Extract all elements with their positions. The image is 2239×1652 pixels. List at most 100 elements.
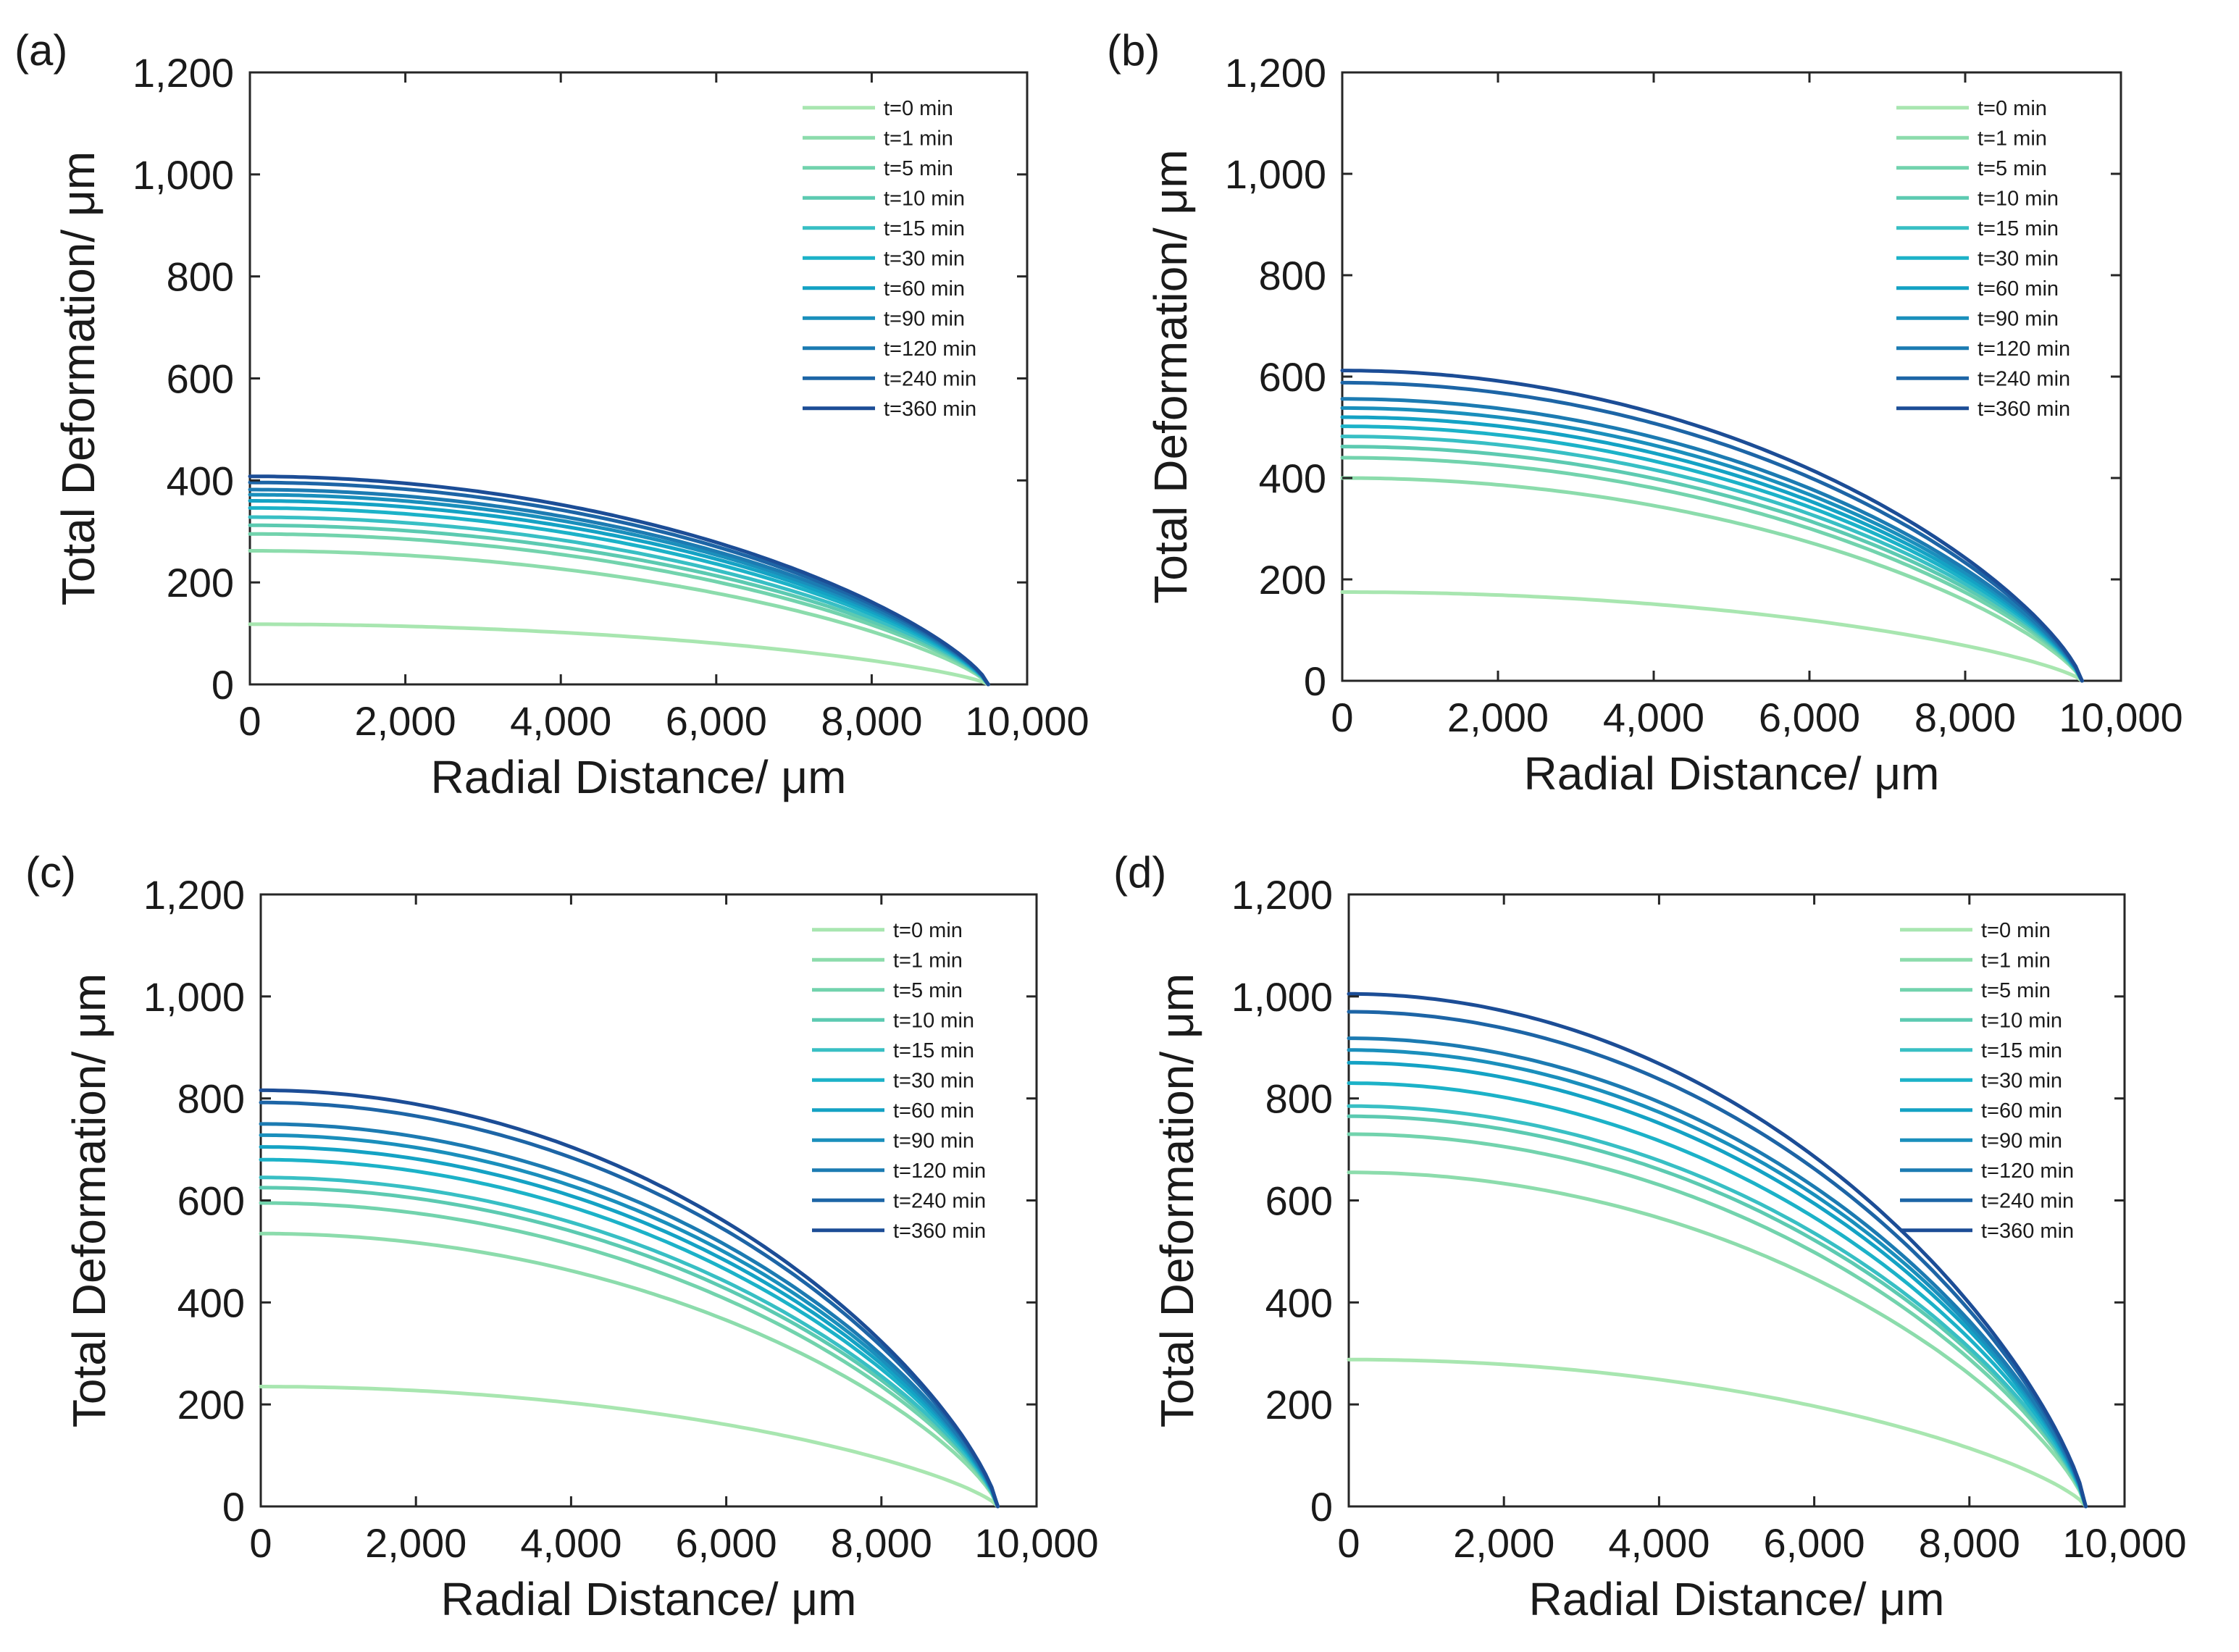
y-axis-label: Total Deformation/ μm bbox=[63, 973, 115, 1427]
legend-entry: t=10 min bbox=[1978, 187, 2059, 210]
y-tick-label: 400 bbox=[1265, 1280, 1333, 1325]
x-tick-label: 10,000 bbox=[974, 1520, 1098, 1566]
panel-c: 0 2,000 4,000 6,000 8,000 10,000 0 200 400 600 800… bbox=[25, 848, 1099, 1625]
x-tick-label: 10,000 bbox=[2059, 695, 2182, 740]
x-tick-label: 0 bbox=[1337, 1520, 1360, 1566]
series-line-4 bbox=[1347, 1104, 2088, 1509]
series-group bbox=[248, 474, 990, 687]
y-tick-label: 400 bbox=[1259, 456, 1326, 501]
series-line-9 bbox=[1340, 380, 2084, 683]
series-line-3 bbox=[259, 1186, 1000, 1509]
x-tick-label: 8,000 bbox=[1914, 695, 2016, 740]
series-line-7 bbox=[259, 1133, 1000, 1509]
series-line-9 bbox=[1347, 1010, 2088, 1509]
y-tick-label: 200 bbox=[167, 560, 234, 605]
series-line-7 bbox=[1340, 406, 2084, 683]
y-tick-label: 600 bbox=[177, 1178, 245, 1224]
y-tick-label: 600 bbox=[1265, 1178, 1333, 1224]
panel-b: 0 2,000 4,000 6,000 8,000 10,000 0 200 400 600 800… bbox=[1107, 26, 2183, 800]
series-line-5 bbox=[259, 1157, 1000, 1509]
y-tick-label: 1,200 bbox=[1225, 50, 1326, 96]
legend-entry: t=1 min bbox=[884, 127, 953, 150]
series-line-6 bbox=[259, 1145, 1000, 1509]
series-line-3 bbox=[1347, 1114, 2088, 1509]
series-line-10 bbox=[1347, 991, 2088, 1509]
legend: t=0 min t=1 min t=5 min t=10 min t=15 min t=3… bbox=[1900, 919, 2074, 1243]
series-group bbox=[259, 1088, 1000, 1509]
legend-entry: t=90 min bbox=[884, 307, 965, 330]
series-line-10 bbox=[259, 1088, 1000, 1509]
legend-entry: t=120 min bbox=[1978, 337, 2070, 361]
legend-entry: t=0 min bbox=[884, 97, 953, 120]
series-line-0 bbox=[1347, 1357, 2088, 1509]
y-tick-label: 1,000 bbox=[143, 974, 245, 1020]
x-axis-label: Radial Distance/ μm bbox=[1529, 1573, 1945, 1625]
x-axis-label: Radial Distance/ μm bbox=[441, 1573, 857, 1625]
y-tick-label: 600 bbox=[167, 356, 234, 402]
legend-entry: t=10 min bbox=[893, 1009, 974, 1032]
series-line-8 bbox=[248, 487, 990, 687]
y-axis-label: Total Deformation/ μm bbox=[1144, 149, 1197, 603]
y-tick-label: 1,200 bbox=[1231, 872, 1333, 918]
y-tick-label: 0 bbox=[1304, 658, 1326, 704]
panel-label: (a) bbox=[14, 26, 67, 75]
x-tick-label: 4,000 bbox=[520, 1520, 622, 1566]
legend-entry: t=120 min bbox=[884, 337, 976, 361]
x-tick-label: 4,000 bbox=[510, 698, 611, 744]
series-line-6 bbox=[248, 499, 990, 687]
series-line-0 bbox=[259, 1385, 1000, 1509]
x-tick-label: 6,000 bbox=[666, 698, 767, 744]
x-tick-label: 6,000 bbox=[1764, 1520, 1865, 1566]
legend-entry: t=120 min bbox=[1981, 1160, 2074, 1183]
legend-entry: t=240 min bbox=[1978, 367, 2070, 390]
legend-entry: t=15 min bbox=[1978, 217, 2059, 240]
y-tick-label: 600 bbox=[1259, 354, 1326, 400]
legend: t=0 min t=1 min t=5 min t=10 min t=15 min t=3… bbox=[1896, 97, 2070, 421]
series-line-10 bbox=[248, 474, 990, 687]
legend-entry: t=15 min bbox=[1981, 1039, 2062, 1062]
legend-entry: t=90 min bbox=[893, 1129, 974, 1152]
panel-label: (d) bbox=[1113, 848, 1166, 897]
series-line-1 bbox=[1347, 1170, 2088, 1509]
x-tick-label: 2,000 bbox=[1447, 695, 1549, 740]
x-tick-label: 2,000 bbox=[365, 1520, 466, 1566]
series-line-0 bbox=[1340, 590, 2084, 683]
x-tick-label: 2,000 bbox=[1453, 1520, 1554, 1566]
series-line-5 bbox=[248, 506, 990, 687]
legend-entry: t=60 min bbox=[884, 277, 965, 301]
series-line-7 bbox=[1347, 1048, 2088, 1509]
y-tick-label: 0 bbox=[212, 662, 234, 708]
panel-d: 0 2,000 4,000 6,000 8,000 10,000 0 200 400 600 800… bbox=[1113, 848, 2187, 1625]
y-tick-label: 200 bbox=[1259, 557, 1326, 603]
series-line-4 bbox=[259, 1175, 1000, 1509]
legend-entry: t=1 min bbox=[1981, 949, 2051, 972]
y-tick-label: 1,000 bbox=[1225, 151, 1326, 197]
legend-entry: t=5 min bbox=[884, 157, 953, 180]
legend-entry: t=360 min bbox=[893, 1220, 986, 1243]
legend-entry: t=360 min bbox=[1978, 398, 2070, 421]
series-line-6 bbox=[1347, 1060, 2088, 1509]
legend-entry: t=90 min bbox=[1981, 1129, 2062, 1152]
x-tick-label: 0 bbox=[238, 698, 261, 744]
series-line-6 bbox=[1340, 415, 2084, 683]
y-axis-label: Total Deformation/ μm bbox=[1151, 973, 1203, 1427]
series-line-8 bbox=[259, 1122, 1000, 1509]
legend-entry: t=0 min bbox=[1978, 97, 2047, 120]
y-tick-label: 1,200 bbox=[143, 872, 245, 918]
x-tick-label: 0 bbox=[249, 1520, 272, 1566]
legend-entry: t=5 min bbox=[1981, 979, 2051, 1002]
legend-entry: t=15 min bbox=[893, 1039, 974, 1062]
series-line-2 bbox=[1347, 1132, 2088, 1509]
series-line-7 bbox=[248, 492, 990, 687]
legend-entry: t=60 min bbox=[1981, 1099, 2062, 1123]
series-line-3 bbox=[1340, 445, 2084, 683]
legend-entry: t=1 min bbox=[1978, 127, 2047, 150]
y-tick-label: 1,000 bbox=[133, 152, 234, 198]
y-tick-label: 1,000 bbox=[1231, 974, 1333, 1020]
legend-entry: t=1 min bbox=[893, 949, 963, 972]
series-group bbox=[1347, 991, 2088, 1509]
series-line-2 bbox=[259, 1201, 1000, 1509]
x-tick-label: 8,000 bbox=[1919, 1520, 2020, 1566]
series-line-10 bbox=[1340, 369, 2084, 683]
